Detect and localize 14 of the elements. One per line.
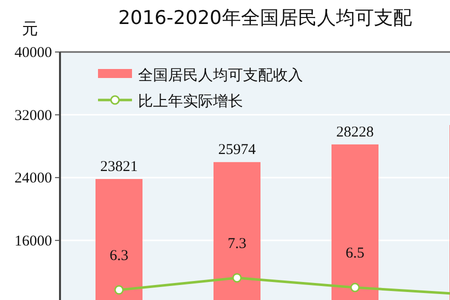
data-label: 23821 [100,159,138,176]
y-tick-label: 32000 [14,108,52,124]
legend-label: 比上年实际增长 [138,92,243,110]
y-tick-label: 16000 [14,233,52,250]
y-tick-label: 40000 [14,45,52,61]
chart-title: 2016-2020年全国居民人均可支配 [118,7,412,29]
data-label: 6.3 [110,248,128,264]
y-tick-label: 24000 [14,170,52,187]
legend-label: 全国居民人均可支配收入 [138,66,303,84]
y-axis-title: 元 [22,19,38,38]
data-label: 6.5 [346,246,364,262]
data-label: 25974 [218,142,256,158]
data-label: 7.3 [228,236,246,252]
data-label: 28228 [336,124,374,140]
